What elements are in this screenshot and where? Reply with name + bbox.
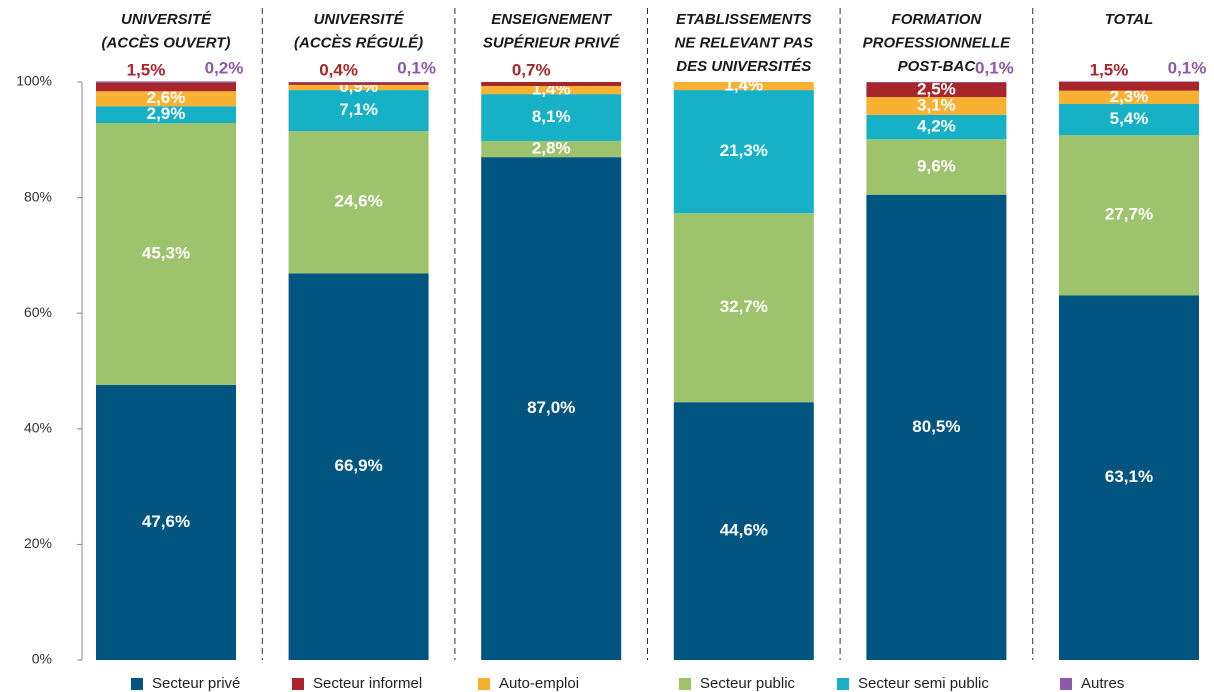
bar-segment — [866, 139, 1007, 195]
value-label: 7,1% — [339, 100, 378, 119]
value-label: 2,5% — [917, 79, 956, 98]
y-tick-label: 20% — [24, 535, 52, 551]
category-label: SUPÉRIEUR PRIVÉ — [483, 34, 621, 51]
bar-segment — [866, 97, 1007, 115]
value-label: 2,6% — [147, 88, 186, 107]
bar-segment — [673, 402, 814, 660]
bar-segment — [288, 273, 429, 660]
bar-segment — [1059, 90, 1199, 104]
value-label: 47,6% — [142, 512, 190, 531]
legend-marker — [478, 678, 490, 690]
value-label: 5,4% — [1110, 109, 1149, 128]
bar-segment — [288, 90, 429, 132]
bar-segment — [96, 384, 236, 660]
category-label: PROFESSIONNELLE — [863, 34, 1012, 51]
value-label: 0,9% — [339, 77, 378, 96]
bar-segment — [673, 82, 814, 91]
y-tick-label: 40% — [24, 420, 52, 436]
category-label: NE RELEVANT PAS — [674, 34, 813, 51]
value-label: 27,7% — [1105, 205, 1153, 224]
legend-label: Autres — [1081, 675, 1124, 692]
y-tick-label: 100% — [16, 73, 52, 89]
value-label: 1,5% — [127, 60, 166, 79]
value-label: 0,1% — [397, 58, 436, 77]
legend-label: Secteur semi public — [858, 675, 989, 692]
value-label: 0,4% — [319, 60, 358, 79]
legend-marker — [1060, 678, 1072, 690]
value-label: 1,5% — [1090, 60, 1129, 79]
bar-segment — [288, 84, 429, 91]
value-label: 80,5% — [912, 417, 960, 436]
value-label: 3,1% — [917, 95, 956, 114]
legend-marker — [837, 678, 849, 690]
value-label: 44,6% — [720, 521, 768, 540]
legend-label: Secteur informel — [313, 675, 422, 692]
value-label: 21,3% — [720, 141, 768, 160]
category-label: ETABLISSEMENTS — [676, 11, 812, 28]
bar-segment — [481, 86, 622, 95]
value-label: 2,8% — [532, 139, 571, 158]
category-label: DES UNIVERSITÉS — [676, 58, 811, 75]
bar-segment — [1059, 135, 1199, 296]
category-label: FORMATION — [892, 11, 983, 28]
value-label: 87,0% — [527, 398, 575, 417]
category-label: (ACCÈS RÉGULÉ) — [294, 34, 423, 51]
value-label: 0,1% — [975, 58, 1014, 77]
bar-segment — [866, 114, 1007, 140]
bar-segment — [288, 131, 429, 274]
value-label: 63,1% — [1105, 467, 1153, 486]
bar-segment — [866, 82, 1007, 83]
y-tick-label: 80% — [24, 188, 52, 204]
bar-segment — [96, 123, 236, 385]
y-tick-label: 0% — [32, 651, 52, 667]
bar-segment — [288, 82, 429, 85]
bar-segment — [96, 82, 236, 92]
value-label: 0,2% — [205, 58, 244, 77]
category-label: UNIVERSITÉ — [121, 11, 212, 28]
value-label: 8,1% — [532, 107, 571, 126]
legend-marker — [679, 678, 691, 690]
value-label: 1,4% — [724, 76, 763, 95]
bar-segment — [96, 106, 236, 124]
bar-segment — [481, 82, 622, 87]
legend-label: Secteur privé — [152, 675, 240, 692]
category-label: TOTAL — [1105, 11, 1154, 28]
bar-segment — [1059, 103, 1199, 136]
value-label: 45,3% — [142, 243, 190, 262]
legend-label: Secteur public — [700, 675, 796, 692]
value-label: 0,7% — [512, 60, 551, 79]
category-label: ENSEIGNEMENT — [491, 11, 613, 28]
bar-segment — [673, 213, 814, 403]
value-label: 24,6% — [334, 192, 382, 211]
y-tick-label: 60% — [24, 304, 52, 320]
legend-marker — [292, 678, 304, 690]
value-label: 0,1% — [1168, 58, 1207, 77]
bar-segment — [481, 157, 622, 660]
value-label: 2,9% — [147, 104, 186, 123]
value-label: 9,6% — [917, 156, 956, 175]
bar-segment — [96, 91, 236, 107]
value-label: 32,7% — [720, 297, 768, 316]
bar-segment — [288, 82, 429, 83]
bar-segment — [866, 82, 1007, 98]
bar-segment — [1059, 82, 1199, 91]
legend-marker — [131, 678, 143, 690]
category-label: POST-BAC — [898, 58, 977, 75]
bar-segment — [481, 140, 622, 158]
legend-label: Auto-emploi — [499, 675, 579, 692]
bar-segment — [673, 90, 814, 214]
bar-segment — [866, 194, 1007, 660]
bar-segment — [1059, 81, 1199, 82]
bar-segment — [96, 81, 236, 83]
value-label: 66,9% — [334, 456, 382, 475]
bar-segment — [481, 94, 622, 141]
category-label: UNIVERSITÉ — [314, 11, 405, 28]
category-label: (ACCÈS OUVERT) — [102, 34, 231, 51]
bar-segment — [1059, 295, 1199, 660]
value-label: 2,3% — [1110, 87, 1149, 106]
value-label: 4,2% — [917, 117, 956, 136]
